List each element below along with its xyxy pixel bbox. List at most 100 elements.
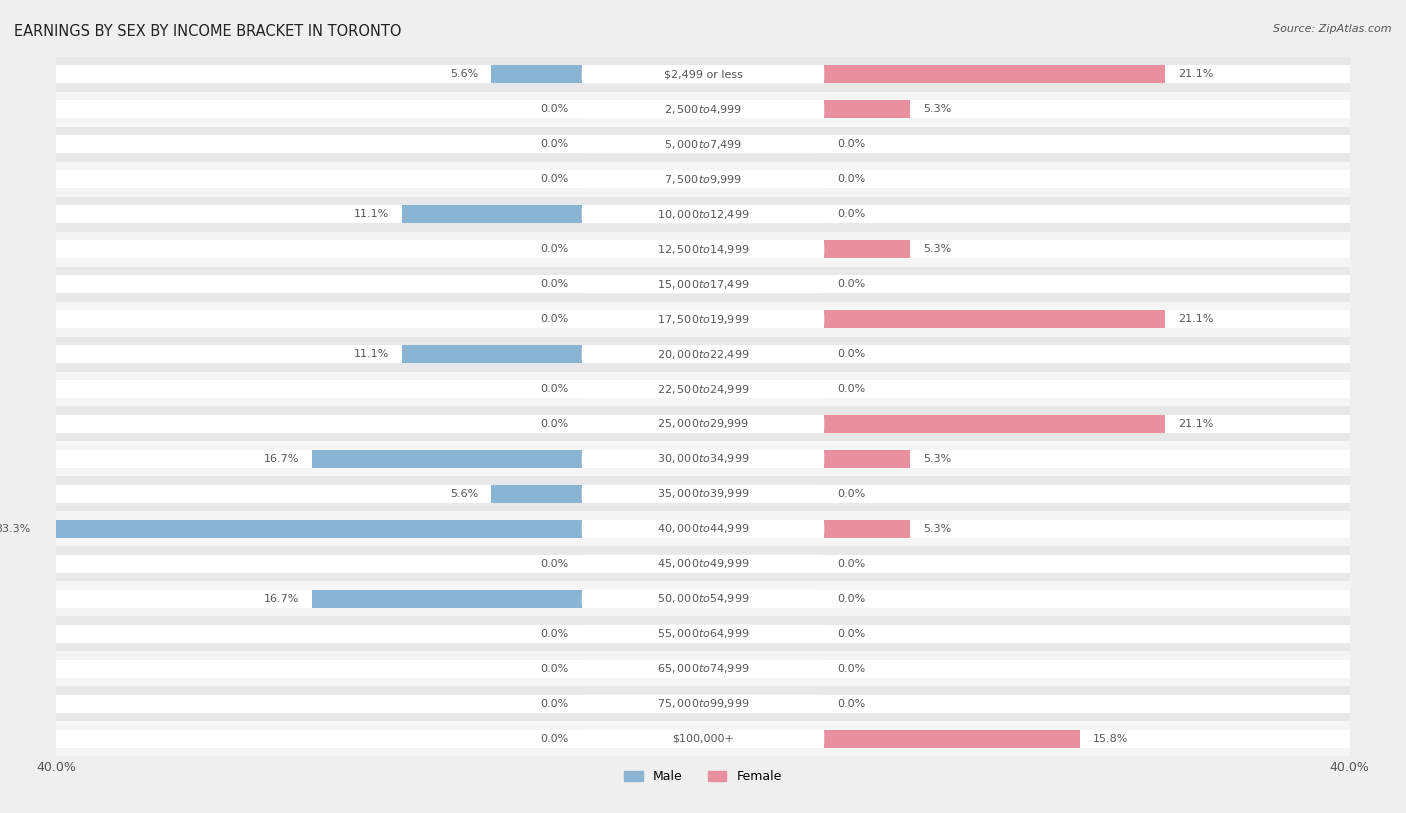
Bar — [56, 476, 1350, 511]
Text: 5.3%: 5.3% — [922, 104, 950, 115]
Text: $65,000 to $74,999: $65,000 to $74,999 — [657, 663, 749, 675]
Bar — [402, 205, 582, 224]
Bar — [56, 694, 1350, 713]
Text: $75,000 to $99,999: $75,000 to $99,999 — [657, 698, 749, 710]
Bar — [56, 546, 1350, 581]
Text: 5.3%: 5.3% — [922, 244, 950, 254]
Bar — [56, 589, 1350, 608]
Text: $30,000 to $34,999: $30,000 to $34,999 — [657, 453, 749, 465]
Bar — [56, 616, 1350, 651]
Text: 5.3%: 5.3% — [922, 524, 950, 534]
Text: $15,000 to $17,499: $15,000 to $17,499 — [657, 278, 749, 290]
Bar — [824, 729, 1080, 748]
Bar — [56, 127, 1350, 162]
Text: EARNINGS BY SEX BY INCOME BRACKET IN TORONTO: EARNINGS BY SEX BY INCOME BRACKET IN TOR… — [14, 24, 402, 39]
Bar — [824, 310, 1166, 328]
Bar — [56, 721, 1350, 756]
Bar — [56, 205, 1350, 224]
Bar — [56, 380, 1350, 398]
Text: 0.0%: 0.0% — [540, 733, 569, 744]
Text: 0.0%: 0.0% — [837, 593, 866, 604]
Bar — [56, 406, 1350, 441]
Text: 15.8%: 15.8% — [1092, 733, 1128, 744]
Text: 0.0%: 0.0% — [540, 279, 569, 289]
Text: $50,000 to $54,999: $50,000 to $54,999 — [657, 593, 749, 605]
Bar — [56, 415, 1350, 433]
Bar — [56, 337, 1350, 372]
Bar — [44, 520, 582, 538]
Text: 5.6%: 5.6% — [450, 489, 478, 499]
Text: $22,500 to $24,999: $22,500 to $24,999 — [657, 383, 749, 395]
Text: 0.0%: 0.0% — [837, 384, 866, 394]
Text: 16.7%: 16.7% — [263, 593, 298, 604]
Text: 16.7%: 16.7% — [263, 454, 298, 464]
Text: 0.0%: 0.0% — [540, 104, 569, 115]
Bar — [56, 135, 1350, 154]
Bar — [491, 65, 582, 84]
Bar — [56, 581, 1350, 616]
Text: $45,000 to $49,999: $45,000 to $49,999 — [657, 558, 749, 570]
Bar — [56, 441, 1350, 476]
Bar — [56, 302, 1350, 337]
FancyBboxPatch shape — [582, 310, 824, 328]
FancyBboxPatch shape — [582, 170, 824, 189]
Bar — [56, 232, 1350, 267]
Text: 11.1%: 11.1% — [354, 209, 389, 220]
Bar — [56, 450, 1350, 468]
Bar — [824, 520, 910, 538]
FancyBboxPatch shape — [582, 729, 824, 748]
FancyBboxPatch shape — [582, 100, 824, 119]
FancyBboxPatch shape — [582, 554, 824, 573]
Text: 0.0%: 0.0% — [540, 663, 569, 674]
Text: 0.0%: 0.0% — [837, 698, 866, 709]
Text: 5.3%: 5.3% — [922, 454, 950, 464]
Text: 0.0%: 0.0% — [540, 628, 569, 639]
Bar — [56, 372, 1350, 406]
Legend: Male, Female: Male, Female — [619, 765, 787, 789]
Text: 5.6%: 5.6% — [450, 69, 478, 80]
Text: $2,500 to $4,999: $2,500 to $4,999 — [664, 103, 742, 115]
Text: 33.3%: 33.3% — [0, 524, 31, 534]
Bar — [56, 686, 1350, 721]
Text: 21.1%: 21.1% — [1178, 314, 1213, 324]
Bar — [56, 197, 1350, 232]
Bar — [56, 345, 1350, 363]
Text: 0.0%: 0.0% — [540, 559, 569, 569]
Bar — [56, 554, 1350, 573]
FancyBboxPatch shape — [582, 345, 824, 363]
FancyBboxPatch shape — [582, 275, 824, 293]
Bar — [56, 92, 1350, 127]
Bar — [312, 589, 582, 608]
Bar — [312, 450, 582, 468]
Text: 21.1%: 21.1% — [1178, 69, 1213, 80]
FancyBboxPatch shape — [582, 485, 824, 503]
Bar — [56, 624, 1350, 643]
Text: 0.0%: 0.0% — [837, 349, 866, 359]
Bar — [824, 240, 910, 259]
Text: 0.0%: 0.0% — [837, 139, 866, 150]
Bar — [824, 100, 910, 119]
Text: $100,000+: $100,000+ — [672, 733, 734, 744]
Bar — [56, 57, 1350, 92]
Text: 0.0%: 0.0% — [837, 663, 866, 674]
FancyBboxPatch shape — [582, 135, 824, 154]
Text: 0.0%: 0.0% — [837, 174, 866, 185]
Text: 0.0%: 0.0% — [837, 559, 866, 569]
Text: 21.1%: 21.1% — [1178, 419, 1213, 429]
Bar — [56, 651, 1350, 686]
FancyBboxPatch shape — [582, 205, 824, 224]
Text: $35,000 to $39,999: $35,000 to $39,999 — [657, 488, 749, 500]
Text: $55,000 to $64,999: $55,000 to $64,999 — [657, 628, 749, 640]
Bar — [56, 275, 1350, 293]
Text: $20,000 to $22,499: $20,000 to $22,499 — [657, 348, 749, 360]
Text: 0.0%: 0.0% — [837, 209, 866, 220]
Bar — [824, 415, 1166, 433]
FancyBboxPatch shape — [582, 380, 824, 398]
Bar — [56, 170, 1350, 189]
Text: $40,000 to $44,999: $40,000 to $44,999 — [657, 523, 749, 535]
Text: 0.0%: 0.0% — [837, 489, 866, 499]
FancyBboxPatch shape — [582, 624, 824, 643]
Text: 0.0%: 0.0% — [540, 384, 569, 394]
Bar — [56, 65, 1350, 84]
Bar — [56, 485, 1350, 503]
